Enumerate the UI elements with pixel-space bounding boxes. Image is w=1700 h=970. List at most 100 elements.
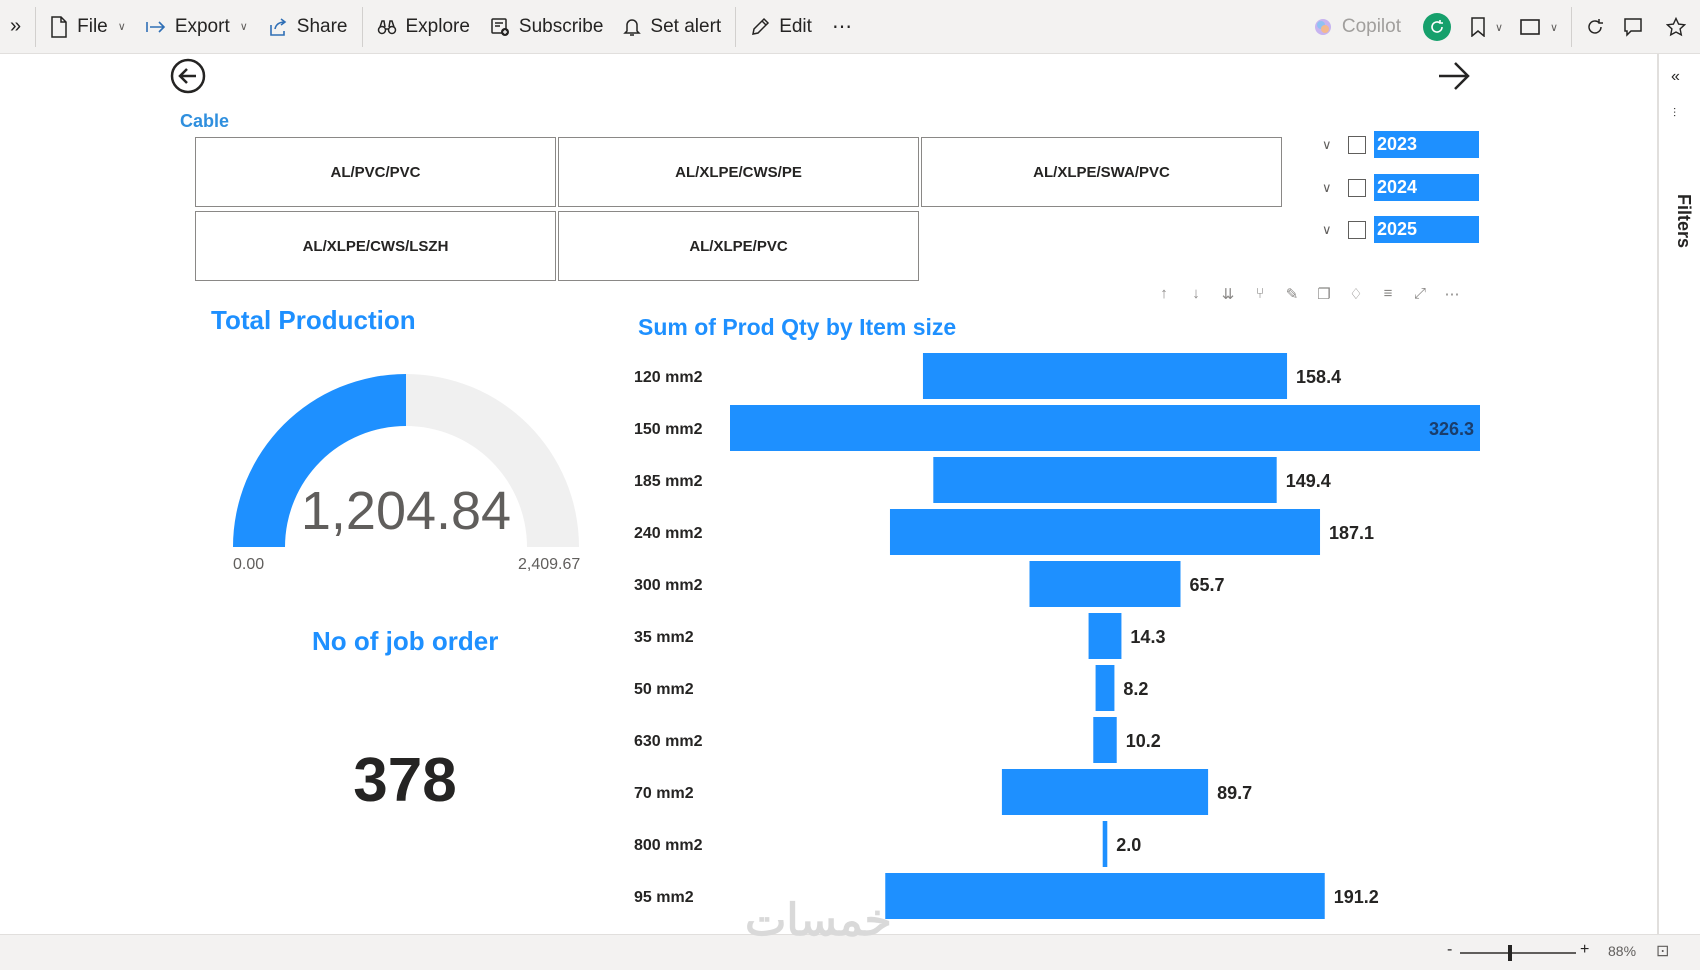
set-alert-label: Set alert	[650, 15, 722, 37]
more-options-icon[interactable]: ⋯	[1444, 286, 1460, 303]
funnel-bar[interactable]	[1001, 769, 1209, 815]
chevron-down-icon: ∨	[117, 21, 126, 33]
more-options-button[interactable]: ⋯	[822, 0, 862, 54]
funnel-bar[interactable]	[922, 353, 1288, 399]
funnel-bar[interactable]	[1029, 561, 1181, 607]
cable-tile-al-xlpe-cws-pe[interactable]: AL/XLPE/CWS/PE	[558, 137, 919, 207]
funnel-bar[interactable]	[1088, 613, 1122, 659]
funnel-bar[interactable]	[1093, 717, 1117, 763]
data-label: 158.4	[1296, 367, 1341, 387]
funnel-bar[interactable]	[933, 457, 1277, 503]
funnel-chart[interactable]: 120 mm2 158.4 150 mm2 326.3 185 mm2 149.4 240 …	[630, 345, 1490, 925]
refresh-icon	[1588, 19, 1603, 34]
job-order-count: 378	[353, 746, 457, 815]
data-label: 8.2	[1123, 679, 1148, 699]
share-button[interactable]: Share	[258, 0, 358, 54]
favorite-button[interactable]	[1652, 0, 1700, 54]
category-label: 185 mm2	[634, 473, 703, 490]
file-menu-button[interactable]: File ∨	[40, 0, 136, 54]
cable-tile-al-xlpe-cws-lszh[interactable]: AL/XLPE/CWS/LSZH	[195, 211, 556, 281]
explore-button[interactable]: Explore	[367, 0, 480, 54]
category-label: 800 mm2	[634, 837, 703, 854]
pin-icon[interactable]: ✎	[1285, 286, 1299, 303]
copilot-button[interactable]: Copilot	[1303, 0, 1411, 54]
edit-button[interactable]: Edit	[740, 0, 822, 54]
cable-tile-al-xlpe-pvc[interactable]: AL/XLPE/PVC	[558, 211, 919, 281]
report-toolbar: » File ∨ Export ∨ Share Explore Subscrib…	[0, 0, 1700, 54]
share-icon	[269, 17, 287, 36]
cable-tile-al-pvc-pvc[interactable]: AL/PVC/PVC	[195, 137, 556, 207]
drill-down-icon[interactable]: ↓	[1192, 285, 1200, 302]
data-label: 2.0	[1116, 835, 1141, 855]
expand-nav-button[interactable]: »	[0, 0, 31, 54]
funnel-bar[interactable]	[1095, 665, 1115, 711]
circle-arrow-left-icon	[170, 58, 206, 94]
set-alert-button[interactable]: Set alert	[613, 0, 731, 54]
file-icon	[51, 15, 67, 38]
pencil-icon	[752, 17, 770, 35]
zoom-out-button[interactable]: -	[1447, 941, 1453, 958]
view-button[interactable]: ∨	[1511, 0, 1567, 54]
next-page-button[interactable]	[1436, 58, 1472, 99]
edit-label: Edit	[779, 15, 812, 37]
expand-hierarchy-icon[interactable]: ⑂	[1255, 285, 1265, 302]
bell-icon	[623, 18, 642, 36]
filters-pane[interactable]: « ⫶ Filters	[1657, 54, 1700, 934]
year-checkbox[interactable]	[1348, 135, 1366, 154]
ellipsis-icon: ⋯	[831, 16, 852, 38]
export-menu-button[interactable]: Export ∨	[136, 0, 258, 54]
toolbar-divider	[1571, 7, 1572, 47]
funnel-bar[interactable]	[730, 405, 1480, 451]
year-slicer-item-2025[interactable]: ∨ 2025	[1322, 216, 1479, 243]
chevron-down-icon[interactable]: ∨	[1322, 136, 1332, 152]
zoom-in-button[interactable]: +	[1580, 941, 1590, 958]
binoculars-icon	[377, 19, 396, 34]
focus-mode-icon[interactable]: ⤢	[1413, 285, 1426, 302]
year-slicer-item-2023[interactable]: ∨ 2023	[1322, 131, 1479, 158]
alert-bell-icon[interactable]: ♢	[1349, 286, 1363, 303]
cable-tile-al-xlpe-swa-pvc[interactable]: AL/XLPE/SWA/PVC	[921, 137, 1282, 207]
refresh-avatar-icon[interactable]	[1423, 13, 1451, 41]
arrow-right-icon	[1439, 62, 1470, 90]
filter-icon[interactable]: ≡	[1383, 285, 1393, 302]
export-label: Export	[174, 15, 230, 37]
gauge-value: 1,204.84	[300, 481, 512, 541]
category-label: 240 mm2	[634, 525, 703, 542]
chevron-down-icon[interactable]: ∨	[1322, 179, 1332, 195]
year-checkbox[interactable]	[1348, 178, 1366, 197]
star-icon	[1666, 17, 1686, 37]
refresh-button[interactable]	[1576, 0, 1614, 54]
funnel-bar[interactable]	[885, 873, 1325, 919]
visual-header-toolbar: ↑ ↓ ⇊ ⑂ ✎ ❐ ♢ ≡ ⤢ ⋯	[1155, 285, 1461, 303]
subscribe-button[interactable]: Subscribe	[480, 0, 614, 54]
bookmark-button[interactable]: ∨	[1463, 0, 1511, 54]
expand-all-down-icon[interactable]: ⇊	[1221, 286, 1235, 303]
export-arrow-icon	[146, 20, 165, 33]
category-label: 70 mm2	[634, 785, 694, 802]
status-bar: - + 88% ⊡	[0, 934, 1700, 970]
zoom-level[interactable]: 88%	[1608, 943, 1637, 959]
category-label: 630 mm2	[634, 733, 703, 750]
double-chevron-right-icon: »	[10, 15, 22, 37]
chevron-down-icon[interactable]: ∨	[1322, 221, 1332, 237]
back-button[interactable]	[170, 58, 206, 99]
funnel-bar[interactable]	[1102, 821, 1108, 867]
copy-icon[interactable]: ❐	[1317, 286, 1331, 303]
watermark-logo: خمسات	[745, 896, 892, 945]
fit-to-page-icon[interactable]: ⊡	[1656, 943, 1670, 960]
collapse-chevron-icon[interactable]: «	[1671, 68, 1680, 85]
file-label: File	[77, 15, 108, 37]
comment-button[interactable]	[1614, 0, 1652, 54]
year-checkbox[interactable]	[1348, 220, 1366, 239]
drill-up-icon[interactable]: ↑	[1160, 285, 1168, 302]
gauge-max-label: 2,409.67	[518, 556, 581, 573]
funnel-bar[interactable]	[889, 509, 1321, 555]
data-label: 326.3	[1429, 419, 1474, 439]
gauge-title: Total Production	[211, 305, 416, 335]
year-slicer-item-2024[interactable]: ∨ 2024	[1322, 174, 1479, 201]
production-gauge[interactable]	[226, 335, 586, 555]
category-label: 50 mm2	[634, 681, 694, 698]
zoom-slider-thumb[interactable]	[1508, 945, 1512, 961]
data-label: 89.7	[1217, 783, 1252, 803]
zoom-slider[interactable]	[1460, 945, 1576, 961]
